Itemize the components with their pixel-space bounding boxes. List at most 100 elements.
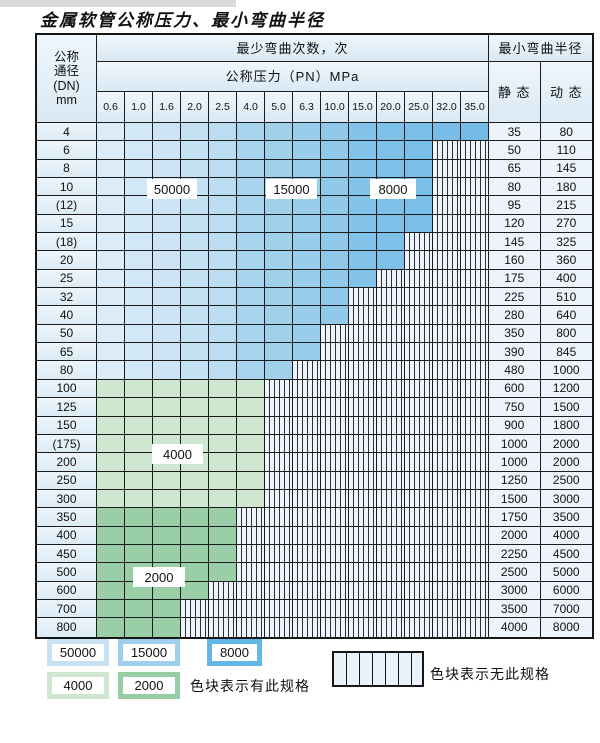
dynamic-radius-cell: 1500 (540, 398, 592, 417)
pn-cell-unavailable (433, 306, 461, 325)
pn-cell-available (97, 618, 125, 637)
pn-cell-available (181, 269, 209, 289)
pn-cell-unavailable (293, 379, 321, 399)
pn-cell-available (181, 141, 209, 160)
dn-cell: 10 (37, 178, 97, 197)
corner-header-line: 通径 (53, 64, 79, 78)
pn-cell-unavailable (461, 361, 489, 380)
pn-cell-available (209, 379, 237, 399)
pn-cell-unavailable (433, 618, 461, 637)
pn-cell-available (153, 233, 181, 252)
pn-cell-unavailable (293, 398, 321, 417)
pn-cell-available (405, 214, 433, 234)
pn-cell-available (237, 306, 265, 325)
dn-cell: (18) (37, 233, 97, 252)
pn-cell-unavailable (321, 416, 349, 435)
pn-cell-available (125, 544, 153, 564)
pn-cell-available (405, 123, 433, 142)
pn-cell-unavailable (405, 563, 433, 582)
dynamic-radius-cell: 1200 (540, 379, 592, 399)
pn-cell-available (125, 343, 153, 362)
pn-cell-unavailable (209, 581, 237, 600)
pn-cell-unavailable (237, 508, 265, 527)
pn-cell-available (125, 214, 153, 234)
pn-cell-available (321, 288, 349, 307)
pn-cell-available (125, 398, 153, 417)
pn-cell-available (97, 269, 125, 289)
legend-unavailable-swatch (332, 651, 424, 687)
pn-cell-unavailable (405, 434, 433, 454)
pn-cell-available (321, 141, 349, 160)
pn-cell-available (377, 123, 405, 142)
pn-cell-available (321, 306, 349, 325)
pn-cell-unavailable (293, 508, 321, 527)
pn-cell-unavailable (265, 398, 293, 417)
pn-cell-available (377, 141, 405, 160)
corner-header-line: 公称 (53, 49, 79, 64)
pn-cell-available (181, 343, 209, 362)
pn-cell-unavailable (461, 379, 489, 399)
pn-cell-unavailable (265, 379, 293, 399)
pn-cell-available (265, 123, 293, 142)
pressure-column-header: 2.0 (181, 92, 209, 123)
pn-cell-unavailable (461, 471, 489, 490)
pn-cell-unavailable (433, 324, 461, 344)
pn-cell-unavailable (349, 618, 377, 637)
dn-cell: 350 (37, 508, 97, 527)
pn-cell-unavailable (461, 141, 489, 160)
pn-cell-available (181, 214, 209, 234)
dn-cell: 200 (37, 453, 97, 472)
pn-cell-unavailable (377, 343, 405, 362)
pn-cell-available (125, 361, 153, 380)
pn-cell-unavailable (461, 489, 489, 509)
pn-cell-available (125, 508, 153, 527)
pn-cell-unavailable (349, 306, 377, 325)
bend-cycles-header: 最少弯曲次数，次 (97, 35, 489, 62)
pn-cell-available (265, 159, 293, 179)
pn-cell-unavailable (293, 618, 321, 637)
pn-cell-available (181, 379, 209, 399)
pn-cell-available (293, 306, 321, 325)
pn-cell-unavailable (377, 398, 405, 417)
pn-cell-available (405, 141, 433, 160)
pn-cell-available (237, 453, 265, 472)
page-title: 金属软管公称压力、最小弯曲半径 (40, 11, 325, 31)
pn-cell-available (181, 361, 209, 380)
pn-cell-unavailable (433, 361, 461, 380)
pn-cell-unavailable (349, 563, 377, 582)
pn-cell-unavailable (321, 471, 349, 490)
dynamic-radius-cell: 4000 (540, 526, 592, 545)
pn-cell-available (181, 306, 209, 325)
pn-cell-available (125, 453, 153, 472)
pn-cell-unavailable (181, 599, 209, 619)
static-radius-cell: 35 (489, 123, 541, 142)
pn-cell-available (125, 159, 153, 179)
pn-cell-available (377, 196, 405, 215)
pn-cell-available (97, 526, 125, 545)
pn-cell-available (321, 214, 349, 234)
pn-cell-unavailable (265, 508, 293, 527)
pn-cell-unavailable (377, 361, 405, 380)
pn-cell-unavailable (461, 581, 489, 600)
pn-cell-available (237, 379, 265, 399)
pressure-column-header: 2.5 (209, 92, 237, 123)
pressure-column-header: 35.0 (461, 92, 489, 123)
pn-cell-unavailable (377, 288, 405, 307)
pressure-column-header: 25.0 (405, 92, 433, 123)
pn-cell-unavailable (377, 453, 405, 472)
pn-cell-available (209, 214, 237, 234)
dn-cell: 8 (37, 159, 97, 179)
pn-cell-unavailable (349, 288, 377, 307)
pn-cell-available (209, 526, 237, 545)
pn-cell-available (321, 196, 349, 215)
pn-cell-available (153, 489, 181, 509)
dn-cell: 300 (37, 489, 97, 509)
pn-cell-unavailable (209, 599, 237, 619)
pn-cell-unavailable (377, 324, 405, 344)
pn-cell-unavailable (237, 526, 265, 545)
pn-cell-available (265, 141, 293, 160)
pn-cell-available (181, 398, 209, 417)
pn-cell-available (293, 233, 321, 252)
pn-cell-available (125, 123, 153, 142)
pn-cell-unavailable (461, 526, 489, 545)
